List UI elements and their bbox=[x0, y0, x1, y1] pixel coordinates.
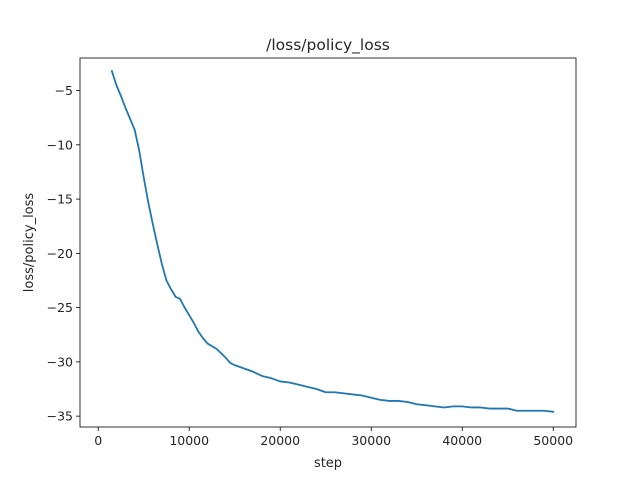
y-tick-label: −25 bbox=[47, 300, 73, 315]
plot-area bbox=[80, 58, 576, 427]
x-axis-ticks: 0 10000 20000 30000 40000 50000 bbox=[94, 427, 573, 448]
y-tick-label: −15 bbox=[47, 192, 73, 207]
x-tick-label: 50000 bbox=[533, 433, 573, 448]
y-tick-label: −10 bbox=[47, 137, 73, 152]
plot-frame bbox=[79, 57, 577, 428]
y-tick-label: −35 bbox=[47, 409, 73, 424]
x-axis-label: step bbox=[314, 456, 342, 471]
x-tick-label: 30000 bbox=[351, 433, 391, 448]
y-tick-label: −20 bbox=[47, 246, 73, 261]
x-tick-label: 10000 bbox=[169, 433, 209, 448]
y-axis-ticks: −35 −30 −25 −20 −15 −10 −5 bbox=[47, 83, 80, 424]
y-tick-label: −5 bbox=[55, 83, 73, 98]
chart-title: /loss/policy_loss bbox=[266, 36, 390, 55]
x-tick-label: 40000 bbox=[442, 433, 482, 448]
x-tick-label: 20000 bbox=[260, 433, 300, 448]
y-axis-label: loss/policy_loss bbox=[22, 193, 37, 293]
series-layer bbox=[110, 69, 555, 413]
series-line bbox=[110, 69, 555, 413]
y-tick-label: −30 bbox=[47, 354, 73, 369]
x-tick-label: 0 bbox=[94, 433, 102, 448]
